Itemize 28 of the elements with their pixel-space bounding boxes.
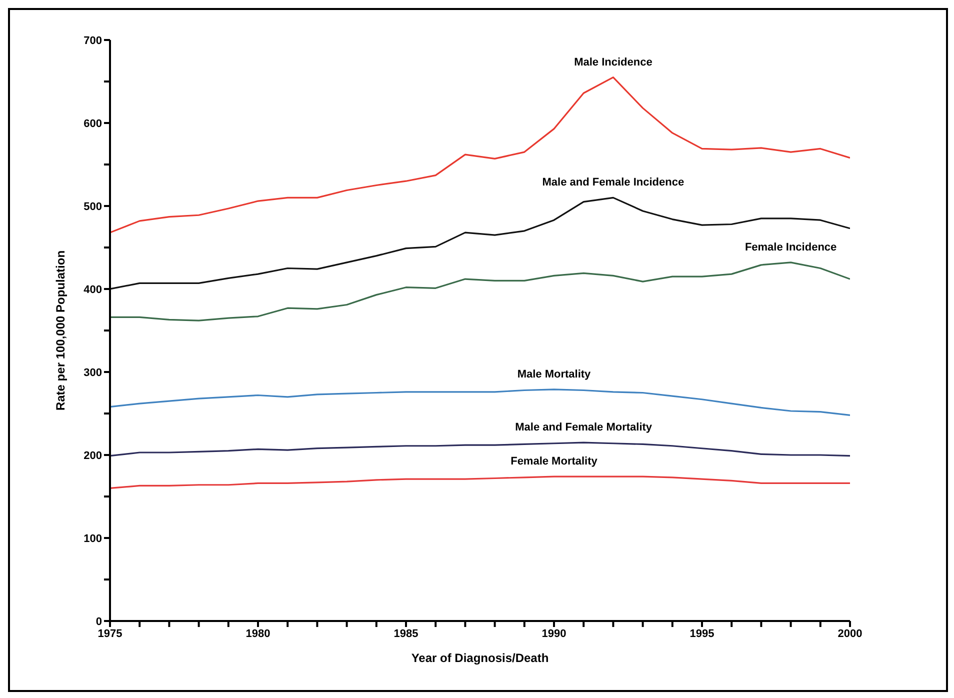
line-series <box>110 442 850 457</box>
series-label: Male Incidence <box>574 56 652 68</box>
series-label: Male Mortality <box>517 368 592 380</box>
line-series <box>110 476 850 489</box>
x-tick-label: 1980 <box>246 628 270 640</box>
y-tick-label: 0 <box>96 616 102 628</box>
y-tick-label: 300 <box>84 366 102 379</box>
x-tick-label: 1995 <box>690 628 714 640</box>
x-tick-label: 1990 <box>542 628 566 640</box>
x-tick-label: 1975 <box>98 628 122 640</box>
y-tick-label: 200 <box>84 450 102 462</box>
series-label: Male and Female Mortality <box>515 422 653 434</box>
y-axis-title: Rate per 100,000 Population <box>53 250 68 411</box>
series-label: Male and Female Incidence <box>542 176 684 189</box>
y-tick-label: 400 <box>84 284 102 296</box>
series-label: Female Mortality <box>510 456 598 468</box>
x-axis-title: Year of Diagnosis/Death <box>411 651 549 665</box>
y-tick-label: 500 <box>84 200 102 213</box>
line-series <box>110 196 850 290</box>
y-tick-label: 700 <box>84 34 102 47</box>
y-tick-label: 100 <box>84 532 102 545</box>
x-tick-label: 2000 <box>838 628 862 640</box>
line-series <box>110 262 850 322</box>
line-series <box>110 388 850 416</box>
x-tick-label: 1985 <box>394 628 418 640</box>
y-tick-label: 600 <box>84 118 102 130</box>
line-series <box>110 76 850 234</box>
series-label: Female Incidence <box>744 241 837 254</box>
